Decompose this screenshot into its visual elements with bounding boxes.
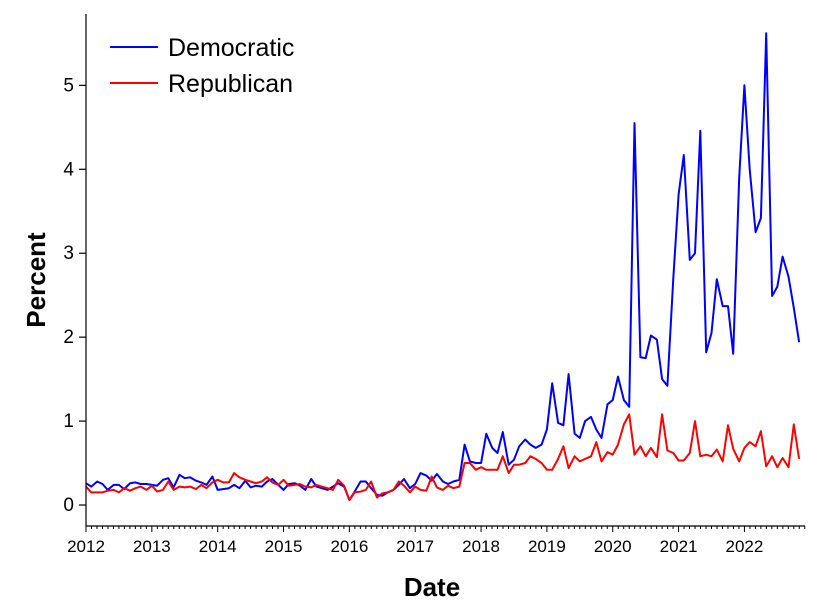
y-tick-label: 3: [63, 243, 74, 264]
x-tick-label: 2018: [462, 537, 500, 556]
x-tick-label: 2013: [133, 537, 171, 556]
legend: Democratic Republican: [110, 34, 294, 98]
plot-lines: [85, 32, 801, 501]
y-tick-label: 4: [63, 159, 74, 180]
legend-label-republican: Republican: [168, 70, 293, 98]
x-tick-label: 2020: [594, 537, 632, 556]
y-tick-label: 0: [63, 495, 74, 516]
y-axis-ticks: 0 1 2 3 4 5: [63, 75, 86, 516]
x-tick-label: 2019: [528, 537, 566, 556]
x-tick-label: 2021: [660, 537, 698, 556]
y-tick-label: 2: [63, 327, 74, 348]
y-tick-label: 5: [63, 75, 74, 96]
y-tick-label: 1: [63, 411, 74, 432]
x-tick-label: 2016: [330, 537, 368, 556]
series-line-republican: [85, 413, 801, 501]
series-line-democratic: [85, 32, 801, 501]
x-tick-label: 2017: [396, 537, 434, 556]
x-tick-label: 2022: [726, 537, 764, 556]
y-axis-title: Percent: [21, 232, 51, 328]
x-tick-label: 2012: [67, 537, 105, 556]
x-tick-label: 2015: [265, 537, 303, 556]
x-axis-ticks: 2012 2013 2014 2015 2016 2017 2018 2019 2020 2021…: [67, 526, 806, 556]
legend-label-democratic: Democratic: [168, 34, 294, 62]
x-axis-title: Date: [404, 572, 460, 602]
x-tick-label: 2014: [199, 537, 237, 556]
